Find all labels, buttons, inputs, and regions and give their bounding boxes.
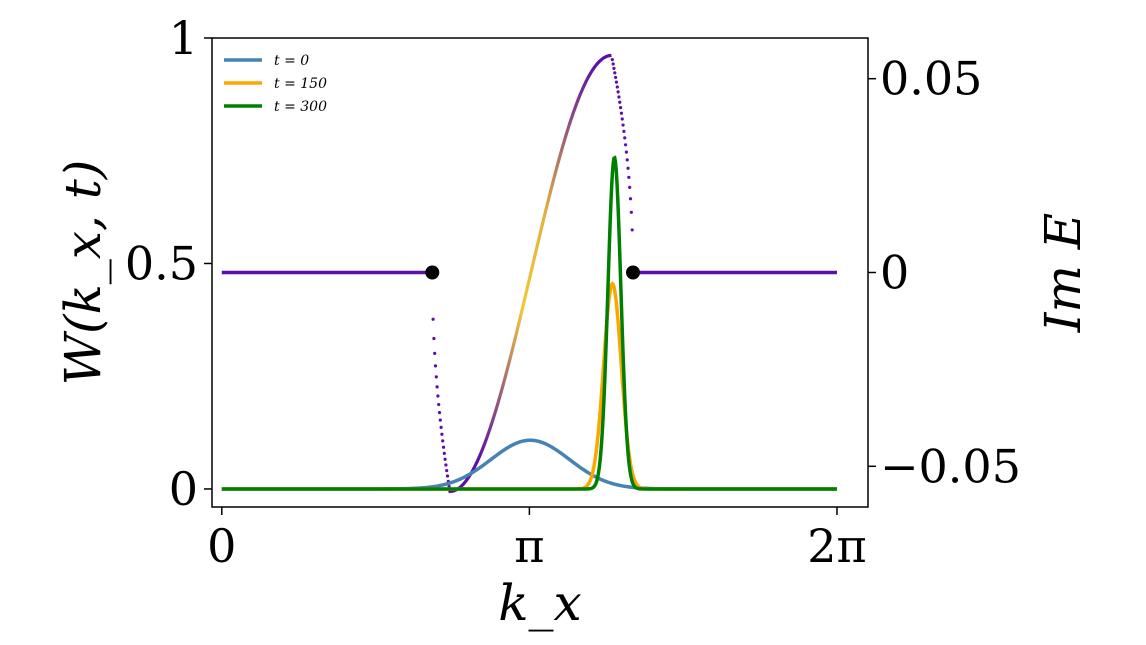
y-tick-label-left: 1 xyxy=(169,11,198,65)
y-tick-label-left: 0.5 xyxy=(125,236,198,290)
im-e-dot xyxy=(434,375,438,379)
legend-label-1: t = 150 xyxy=(274,76,327,92)
legend: t = 0 t = 150 t = 300 xyxy=(224,53,327,115)
x-tick-label: π xyxy=(514,519,544,573)
im-e-dot xyxy=(627,175,631,179)
im-e-dot xyxy=(619,111,624,115)
x-tick-label: 2π xyxy=(807,519,867,573)
im-e-dot xyxy=(433,364,438,368)
exceptional-point xyxy=(626,265,641,280)
im-e-dot xyxy=(614,75,618,80)
im-e-dot xyxy=(621,123,625,127)
im-e-dot xyxy=(612,66,616,70)
legend-label-2: t = 300 xyxy=(274,99,327,115)
im-e-dot xyxy=(611,62,615,66)
im-e-dot xyxy=(435,385,439,389)
im-e-dot xyxy=(623,136,627,140)
im-e-dot xyxy=(630,228,634,232)
im-e-branch xyxy=(449,53,612,494)
im-e-dot xyxy=(432,336,436,341)
im-e-dot xyxy=(441,439,445,443)
im-e-dot xyxy=(628,185,632,189)
im-e-dot xyxy=(623,143,628,147)
im-e-dot xyxy=(616,90,620,94)
im-e-dot xyxy=(437,402,441,407)
im-e-dot xyxy=(628,197,633,201)
im-e-dot xyxy=(620,117,624,121)
im-e-dot xyxy=(440,432,444,436)
im-e-dot xyxy=(445,468,449,473)
im-e-dot xyxy=(615,85,619,89)
im-e-dot xyxy=(622,129,626,133)
im-e-dot xyxy=(617,95,621,99)
im-e-dot xyxy=(433,351,437,355)
im-e-dot xyxy=(618,100,622,104)
y-axis-title-right: Im E xyxy=(1034,213,1092,334)
axes: 0 π 2π 0 0.5 1 0.05 0 −0.05 xyxy=(125,11,1021,573)
axis-labels: k_x W(k_x, t) Im E xyxy=(54,160,1092,632)
y-tick-label-right: 0 xyxy=(880,246,909,300)
im-e-dot xyxy=(613,71,617,75)
im-e-dot xyxy=(618,106,623,110)
y-tick-label-left: 0 xyxy=(169,462,198,516)
im-e-dot xyxy=(431,317,435,321)
im-e-dot xyxy=(438,418,442,422)
y-tick-label-right: 0.05 xyxy=(880,52,982,106)
im-e-dot xyxy=(445,474,450,478)
im-e-dot xyxy=(437,410,442,415)
im-e-dot xyxy=(629,210,633,214)
exceptional-point xyxy=(425,265,440,280)
im-e-dot xyxy=(436,394,440,398)
x-tick-label: 0 xyxy=(207,519,236,573)
legend-label-0: t = 0 xyxy=(274,53,309,69)
im-e-dot xyxy=(442,451,446,455)
im-e-dot xyxy=(624,150,628,154)
series-line-2 xyxy=(221,155,837,491)
im-e-dot xyxy=(439,425,443,429)
im-e-dot xyxy=(625,158,629,162)
im-e-dot xyxy=(441,445,446,449)
im-e-dot xyxy=(443,457,447,461)
y-axis-title-left: W(k_x, t) xyxy=(54,160,112,386)
im-e-dot xyxy=(610,58,614,62)
y-tick-label-right: −0.05 xyxy=(880,439,1021,493)
x-axis-title: k_x xyxy=(498,574,582,632)
im-e-dot xyxy=(614,80,619,84)
plot-layer xyxy=(221,53,837,494)
im-e-dot xyxy=(444,463,448,467)
im-e-dot xyxy=(626,166,630,170)
